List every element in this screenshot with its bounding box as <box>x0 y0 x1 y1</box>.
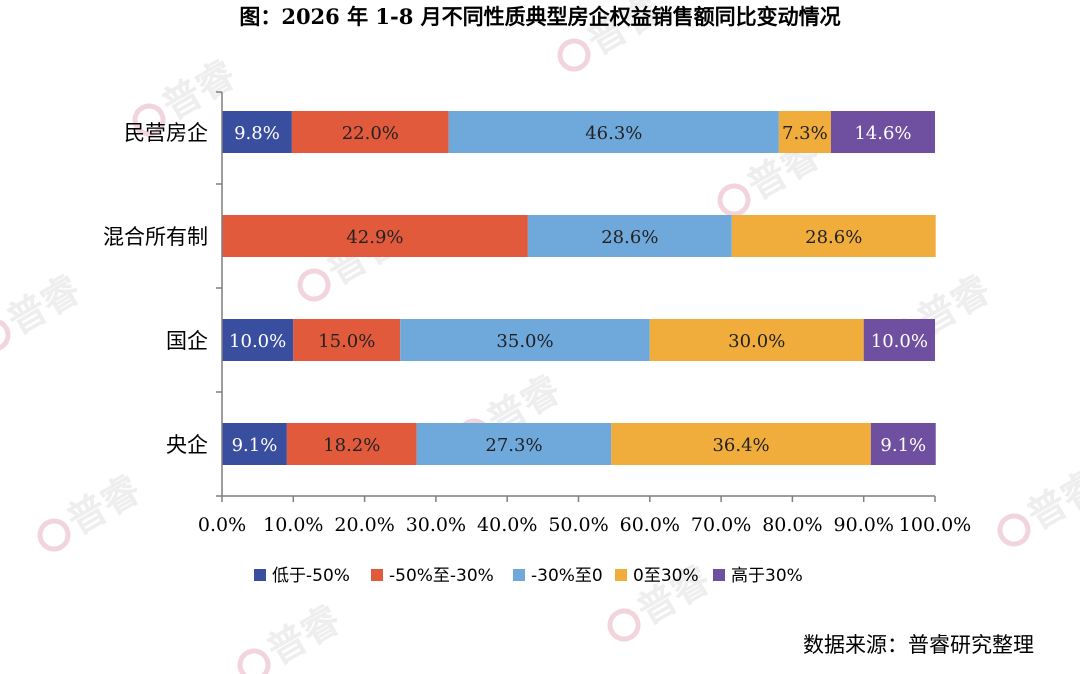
legend-swatch <box>513 569 525 581</box>
x-tick-label: 50.0% <box>548 514 608 536</box>
watermark-logo-icon <box>132 103 166 137</box>
legend-item: 低于-50% <box>254 566 350 586</box>
legend-swatch <box>713 569 725 581</box>
legend-label: 低于-50% <box>272 566 350 586</box>
bar-segment <box>870 423 936 465</box>
watermark-logo-icon <box>607 608 641 642</box>
data-label: 10.0% <box>229 331 286 352</box>
data-label: 46.3% <box>585 123 642 144</box>
watermark-logo-icon <box>0 318 11 352</box>
source-note: 数据来源：普睿研究整理 <box>803 633 1034 657</box>
x-tick-label: 70.0% <box>691 514 751 536</box>
x-tick-label: 10.0% <box>263 514 323 536</box>
bar-group: 9.8% 22.0% 46.3% 7.3% 14.6% 42.9% 28.6% 28.6% 10… <box>222 111 936 465</box>
category-label: 央企 <box>166 433 208 457</box>
watermark: 普睿 <box>0 267 88 352</box>
axes: 0.0% 10.0% 20.0% 30.0% 40.0% 50.0% 60.0% 70.0% 8… <box>198 91 971 536</box>
bar-segment <box>448 111 779 153</box>
data-label: 9.8% <box>234 123 280 144</box>
watermark: 普睿 <box>37 467 148 552</box>
bar-segment <box>291 111 449 153</box>
bar-segment <box>778 111 831 153</box>
data-label: 15.0% <box>318 331 375 352</box>
legend-item: -50%至-30% <box>371 566 494 586</box>
data-label: 9.1% <box>880 435 926 456</box>
legend: 低于-50% -50%至-30% -30%至0 0至30% 高于30% <box>254 566 803 586</box>
watermark-logo-icon <box>717 183 751 217</box>
legend-label: -50%至-30% <box>389 566 494 586</box>
bar-segment <box>731 215 936 257</box>
bar-segment <box>222 215 528 257</box>
watermark-text: 普睿 <box>260 597 348 673</box>
bar-segment <box>649 319 864 361</box>
watermark-logo-icon <box>557 38 591 72</box>
category-label: 国企 <box>166 329 208 353</box>
data-label: 22.0% <box>342 123 399 144</box>
data-label: 36.4% <box>712 435 769 456</box>
watermark: 普睿 <box>237 597 348 674</box>
data-label: 10.0% <box>871 331 928 352</box>
bar-segment <box>527 215 732 257</box>
legend-swatch <box>615 569 627 581</box>
data-label: 18.2% <box>323 435 380 456</box>
data-label: 9.1% <box>232 435 278 456</box>
bar-segment <box>863 319 935 361</box>
bar-segment <box>286 423 417 465</box>
category-label: 混合所有制 <box>103 225 208 249</box>
chart-title: 图：2026 年 1-8 月不同性质典型房企权益销售额同比变动情况 <box>239 4 840 29</box>
data-label: 35.0% <box>496 331 553 352</box>
x-tick-label: 60.0% <box>620 514 680 536</box>
legend-label: -30%至0 <box>531 566 603 586</box>
legend-item: 0至30% <box>615 566 699 586</box>
data-label: 42.9% <box>346 227 403 248</box>
watermark-text: 普睿 <box>0 267 88 343</box>
bar-segment <box>222 111 292 153</box>
bar-segment <box>611 423 871 465</box>
bar-segment <box>416 423 612 465</box>
bar-segment <box>222 319 294 361</box>
watermark: 普睿 <box>997 462 1080 547</box>
x-tick-label: 40.0% <box>477 514 537 536</box>
data-label: 14.6% <box>854 123 911 144</box>
watermark-logo-icon <box>237 648 271 674</box>
x-tick-label: 80.0% <box>762 514 822 536</box>
bar-segment <box>400 319 650 361</box>
data-label: 27.3% <box>485 435 542 456</box>
data-label: 28.6% <box>601 227 658 248</box>
legend-label: 0至30% <box>633 566 699 586</box>
legend-label: 高于30% <box>731 566 803 586</box>
data-label: 7.3% <box>782 123 828 144</box>
legend-item: -30%至0 <box>513 566 603 586</box>
x-tick-label: 20.0% <box>334 514 394 536</box>
bar-segment <box>830 111 935 153</box>
data-label: 28.6% <box>805 227 862 248</box>
x-tick-label: 90.0% <box>834 514 894 536</box>
watermark-logo-icon <box>37 518 71 552</box>
legend-swatch <box>254 569 266 581</box>
bar-segment <box>293 319 401 361</box>
data-label: 30.0% <box>728 331 785 352</box>
watermark-logo-icon <box>297 268 331 302</box>
x-tick-label: 0.0% <box>198 514 246 536</box>
watermark-logo-icon <box>997 513 1031 547</box>
x-tick-label: 30.0% <box>406 514 466 536</box>
bar-segment <box>222 423 287 465</box>
legend-swatch <box>371 569 383 581</box>
legend-item: 高于30% <box>713 566 803 586</box>
category-label: 民营房企 <box>124 121 208 145</box>
x-tick-label: 100.0% <box>899 514 971 536</box>
watermark-text: 普睿 <box>60 467 148 543</box>
